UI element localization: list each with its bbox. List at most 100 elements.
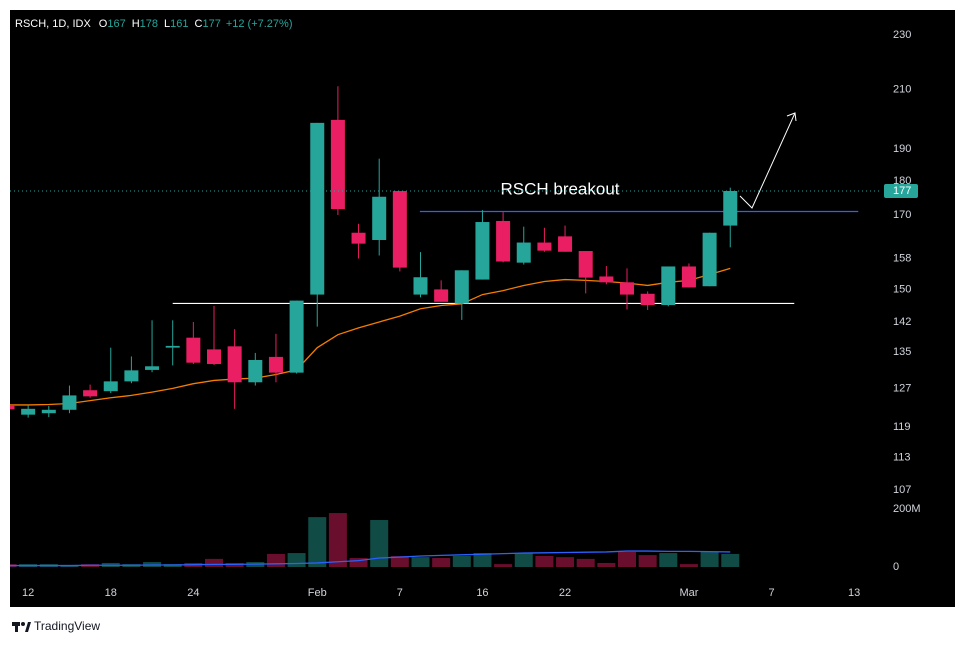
candle-body <box>10 404 15 410</box>
y-tick-label: 142 <box>893 316 911 328</box>
y-tick-label: 170 <box>893 209 911 221</box>
candle-body <box>62 395 77 410</box>
annotation: RSCH breakout <box>500 179 619 198</box>
footer: TradingView <box>34 619 100 633</box>
candle-body <box>558 236 573 252</box>
volume-bar <box>659 553 678 567</box>
y-tick-label: 150 <box>893 283 911 295</box>
y2-tick-label: 0 <box>893 561 899 573</box>
ohlc-value: 161 <box>170 18 188 30</box>
volume-bar <box>494 564 513 567</box>
volume-bar <box>618 551 636 567</box>
x-tick-label: 7 <box>397 587 403 599</box>
candle-body <box>578 251 593 278</box>
volume-ma-line <box>10 550 731 567</box>
last-price-badge <box>884 184 918 199</box>
volume-bar <box>679 564 698 567</box>
x-tick-label: 16 <box>476 587 488 599</box>
candle-body <box>351 232 366 244</box>
y-tick-label: 230 <box>893 29 911 41</box>
candle-body <box>41 409 56 414</box>
y-tick-label: 107 <box>893 484 911 496</box>
candle-body <box>21 408 36 415</box>
ohlc-value: 177 <box>202 18 220 30</box>
ohlc-value: 167 <box>107 18 125 30</box>
x-tick-label: 22 <box>559 587 571 599</box>
x-tick-label: 7 <box>768 587 774 599</box>
candle-body <box>516 242 531 263</box>
volume-bar <box>638 555 657 567</box>
x-tick-label: Mar <box>679 587 698 599</box>
candle-body <box>83 390 98 397</box>
arrow <box>739 112 796 209</box>
candle-body <box>145 366 160 370</box>
candle-body <box>434 289 449 302</box>
candle-body <box>392 191 407 268</box>
volume-bar <box>308 517 327 567</box>
volume-bar <box>535 555 554 567</box>
y-tick-label: 135 <box>893 346 911 358</box>
y-tick-label: 113 <box>893 452 911 464</box>
volume-bar <box>721 553 740 567</box>
candle-body <box>413 277 428 295</box>
candle-body <box>186 337 201 363</box>
x-tick-label: 12 <box>22 587 34 599</box>
candle-body <box>289 300 304 373</box>
y-tick-label: 210 <box>893 83 911 95</box>
candle-body <box>454 270 469 304</box>
candle-body <box>702 232 717 287</box>
change: +12 (+7.27%) <box>226 18 293 30</box>
y-tick-label: 180 <box>893 175 911 187</box>
candle-body <box>620 282 634 295</box>
volume-bar <box>576 558 595 567</box>
y2-tick-label: 200M <box>893 503 921 515</box>
candle-body <box>537 242 552 251</box>
ohlc-label: O <box>99 18 108 30</box>
volume-bar <box>390 555 409 567</box>
ohlc-value: 178 <box>140 18 158 30</box>
ohlc-label: L <box>164 18 170 30</box>
y-tick-label: 190 <box>893 143 911 155</box>
candle-body <box>330 119 345 210</box>
volume-bar <box>556 557 575 567</box>
volume-bar <box>349 558 368 567</box>
x-tick-label: 18 <box>105 587 117 599</box>
volume-bar <box>411 557 430 567</box>
volume-bar <box>432 558 451 567</box>
volume-bar <box>452 555 471 567</box>
candle-body <box>268 356 283 373</box>
candle-body <box>599 276 614 283</box>
candle-body <box>681 266 696 288</box>
x-tick-label: 24 <box>187 587 199 599</box>
ohlc-label: H <box>132 18 140 30</box>
candle-body <box>165 345 180 348</box>
candle-body <box>723 191 738 226</box>
volume-bar <box>287 553 306 567</box>
chart-background <box>10 10 955 607</box>
candle-body <box>310 122 325 295</box>
candle-body <box>227 346 242 383</box>
candle-body <box>103 381 118 392</box>
volume-bar <box>266 553 285 567</box>
candle-body <box>124 370 139 382</box>
candle-body <box>661 266 676 306</box>
candle-body <box>475 222 490 280</box>
volume-bar <box>700 551 719 567</box>
symbol: RSCH, 1D, IDX <box>15 18 91 30</box>
logo <box>12 622 31 632</box>
volume-bar <box>328 513 347 567</box>
last-price-label: 177 <box>893 185 911 197</box>
ohlc-label: C <box>195 18 203 30</box>
volume-bar <box>205 558 223 567</box>
volume-bar <box>597 562 616 567</box>
x-tick-label: Feb <box>308 587 327 599</box>
candle-body <box>248 360 263 383</box>
volume-bar <box>370 520 389 567</box>
x-tick-label: 13 <box>848 587 860 599</box>
plot-area <box>10 86 859 567</box>
candle-body <box>207 349 221 365</box>
y-tick-label: 119 <box>893 421 911 433</box>
y-tick-label: 127 <box>893 382 911 394</box>
volume-bar <box>473 553 492 567</box>
